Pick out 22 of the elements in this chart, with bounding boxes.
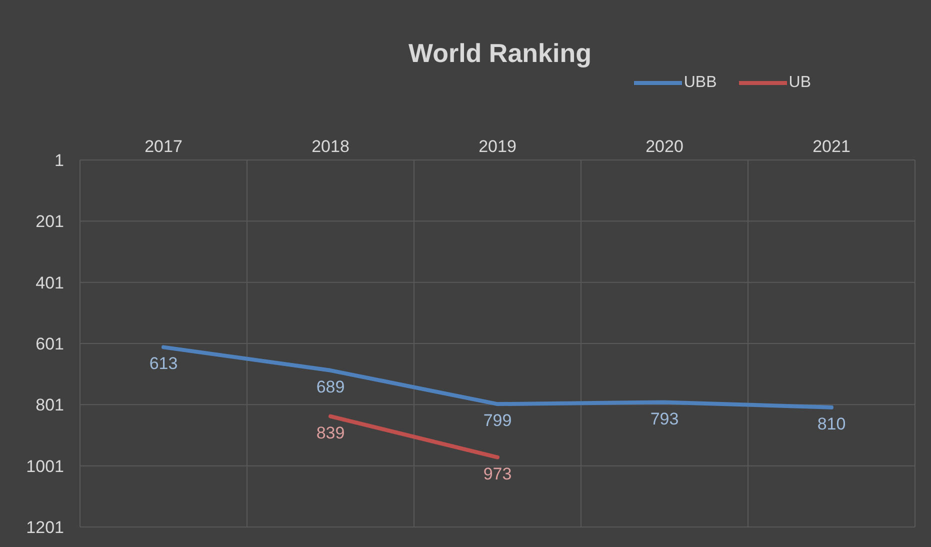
- data-label: 839: [316, 423, 345, 442]
- data-label: 793: [650, 409, 679, 428]
- chart-title: World Ranking: [408, 38, 592, 69]
- y-tick-label: 1: [54, 151, 64, 170]
- x-tick-label: 2019: [478, 137, 516, 156]
- data-label: 973: [483, 464, 512, 484]
- x-tick-label: 2017: [144, 137, 182, 156]
- y-tick-label: 1201: [26, 518, 64, 538]
- x-tick-label: 2021: [812, 137, 850, 156]
- data-label: 613: [149, 354, 178, 374]
- data-label: 689: [316, 377, 345, 396]
- y-tick-label: 1001: [26, 456, 64, 476]
- data-label: 810: [817, 414, 846, 434]
- data-label: 799: [483, 411, 512, 430]
- y-tick-label: 201: [36, 212, 64, 232]
- y-tick-label: 601: [36, 334, 64, 354]
- legend-label: UB: [788, 74, 811, 92]
- y-tick-label: 801: [36, 396, 64, 415]
- legend-label: UBB: [684, 74, 717, 92]
- x-tick-label: 2018: [312, 137, 350, 156]
- y-tick-label: 401: [36, 273, 64, 292]
- x-tick-label: 2020: [646, 137, 684, 156]
